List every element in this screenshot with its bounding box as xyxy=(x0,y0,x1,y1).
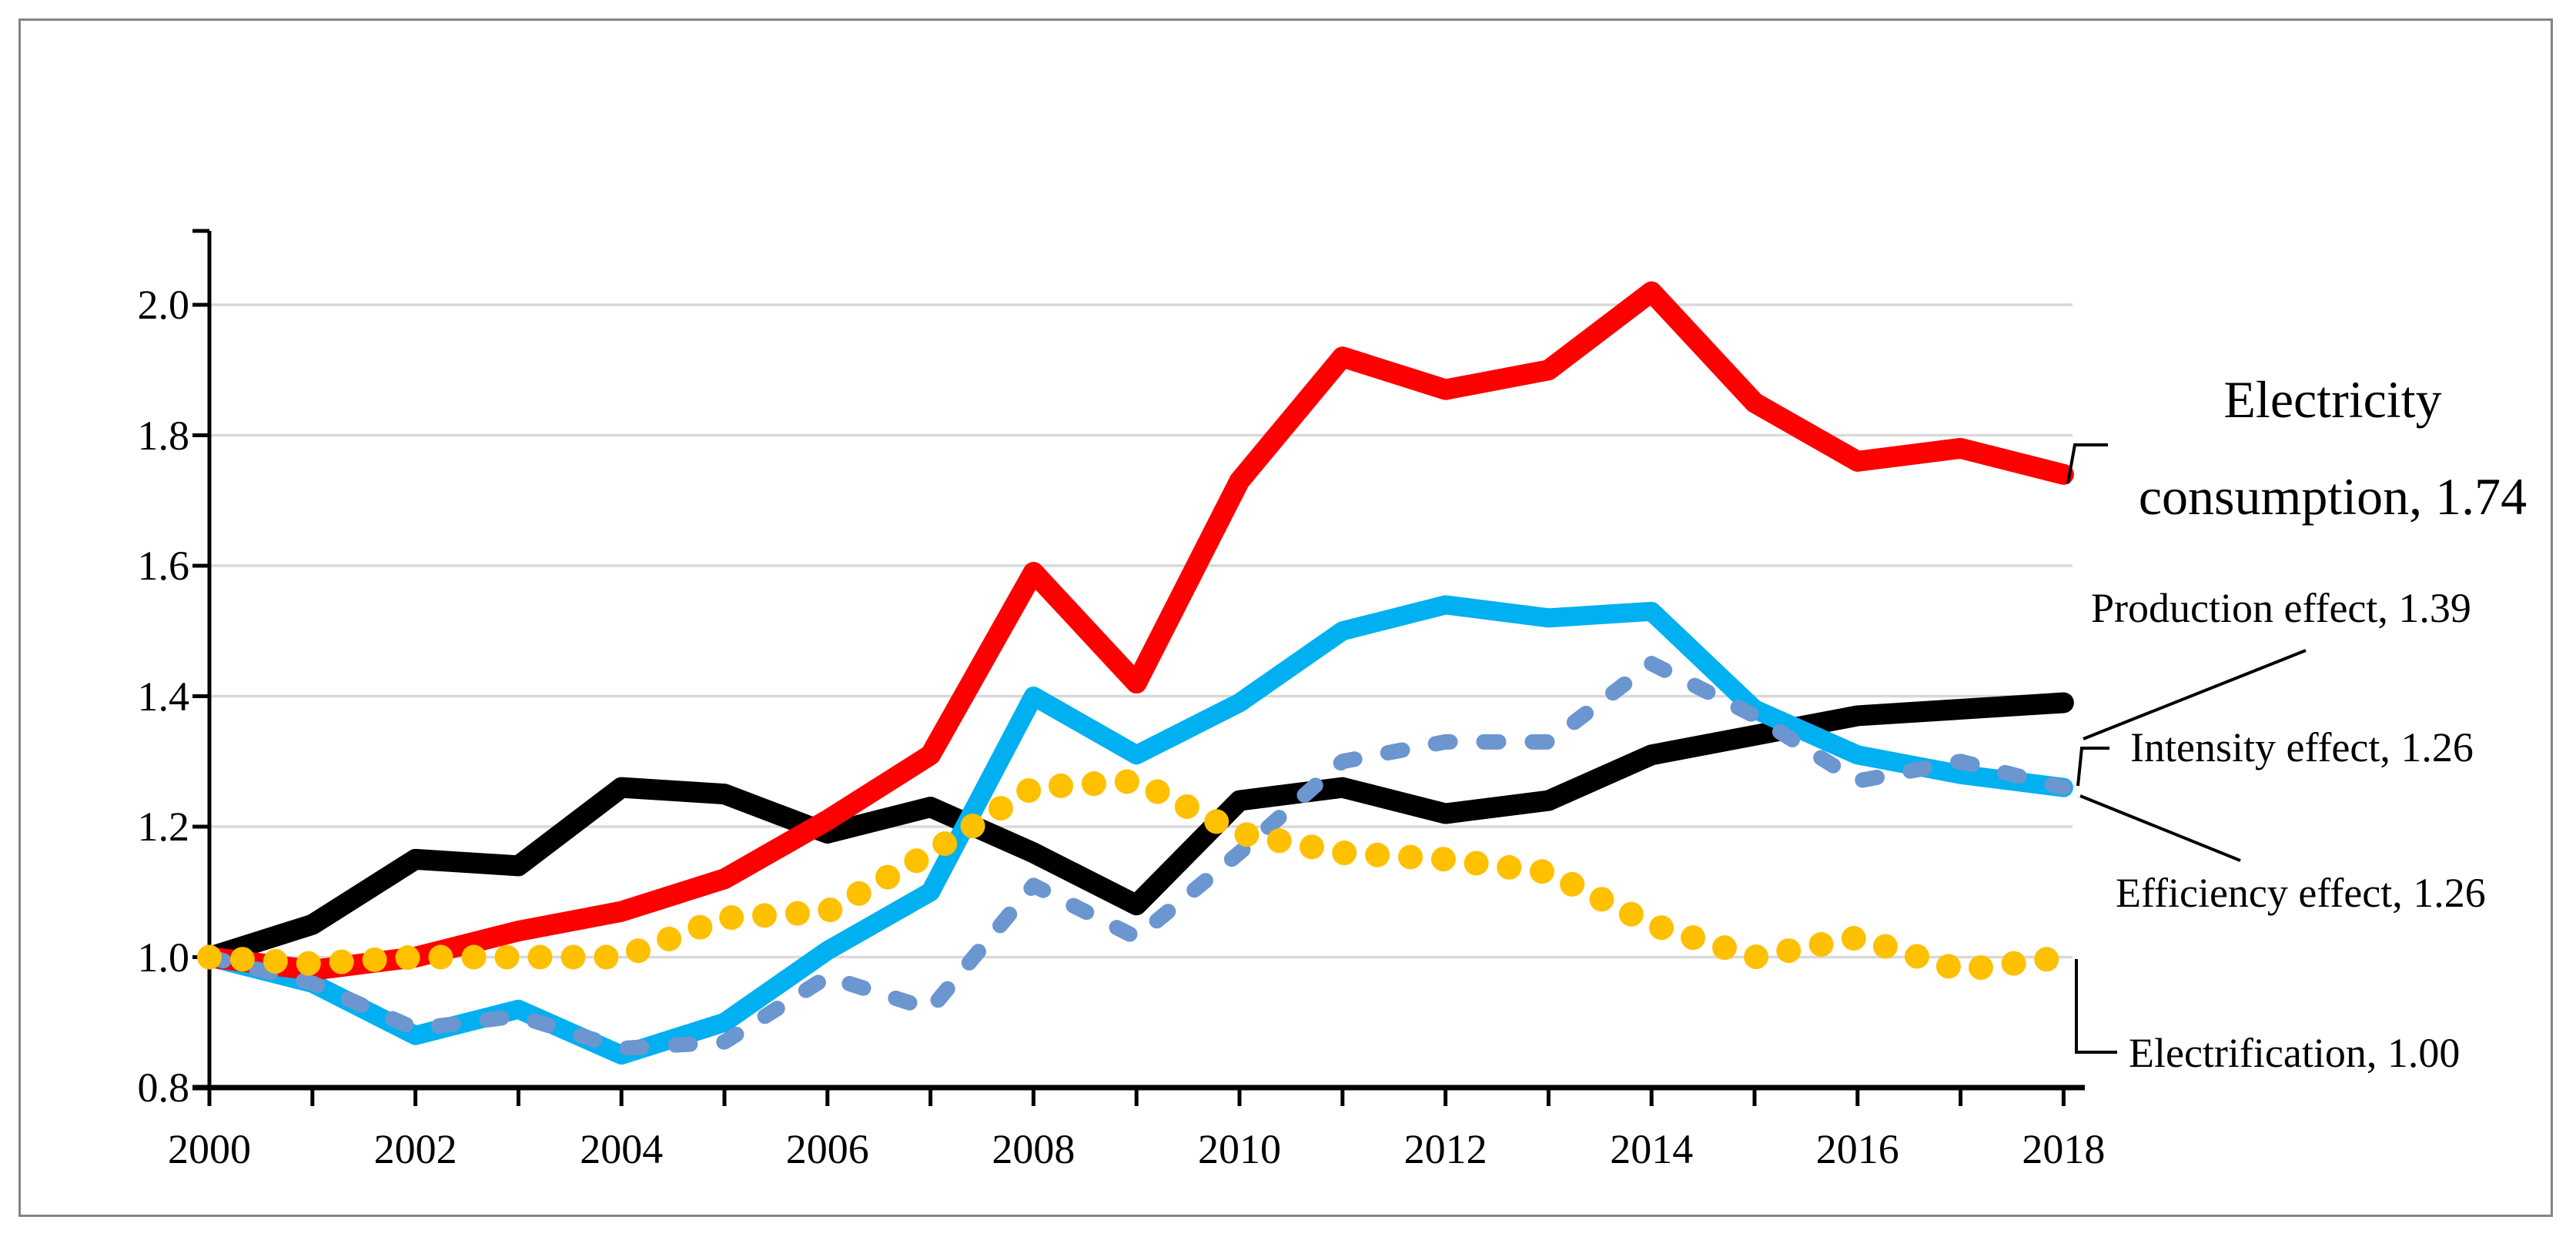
leader-electrification xyxy=(2075,959,2117,1054)
x-tick-label-2012: 2012 xyxy=(1403,1126,1487,1172)
label-production-effect: Production effect, 1.39 xyxy=(2091,585,2471,631)
x-tick-label-2008: 2008 xyxy=(992,1126,1076,1172)
x-tick-label-2002: 2002 xyxy=(373,1126,457,1172)
leader-production xyxy=(2083,649,2307,740)
label-electricity-consumption: Electricity consumption, 1.74 xyxy=(2138,370,2527,526)
x-tick-label-2014: 2014 xyxy=(1610,1126,1694,1172)
series-electrification xyxy=(197,768,2076,983)
y-tick-label-1.4: 1.4 xyxy=(137,673,190,720)
x-tick-label-2018: 2018 xyxy=(2022,1126,2106,1172)
y-tick-label-1.0: 1.0 xyxy=(137,934,190,981)
y-tick-label-1.6: 1.6 xyxy=(137,543,190,589)
y-tick-label-0.8: 0.8 xyxy=(137,1065,190,1111)
series-electricity-consumption xyxy=(199,281,2074,981)
leader-electricity xyxy=(2066,443,2108,484)
series-intensity-effect xyxy=(202,656,2072,1057)
label-electrification: Electrification, 1.00 xyxy=(2129,1030,2461,1076)
x-tick-label-2006: 2006 xyxy=(785,1126,869,1172)
y-tick-label-1.8: 1.8 xyxy=(137,412,190,459)
label-efficiency-effect: Efficiency effect, 1.26 xyxy=(2116,870,2486,916)
y-tick-label-2.0: 2.0 xyxy=(137,282,190,328)
x-tick-label-2010: 2010 xyxy=(1198,1126,1281,1172)
x-tick-label-2004: 2004 xyxy=(580,1126,664,1172)
leader-intensity xyxy=(2076,747,2109,787)
x-tick-label-2016: 2016 xyxy=(1815,1126,1899,1172)
series-production-effect xyxy=(199,692,2074,968)
figure-border xyxy=(18,18,2553,1217)
x-tick-label-2000: 2000 xyxy=(168,1126,251,1172)
leader-efficiency xyxy=(2079,794,2241,862)
label-intensity-effect: Intensity effect, 1.26 xyxy=(2130,724,2474,770)
y-tick-label-1.2: 1.2 xyxy=(137,804,190,850)
